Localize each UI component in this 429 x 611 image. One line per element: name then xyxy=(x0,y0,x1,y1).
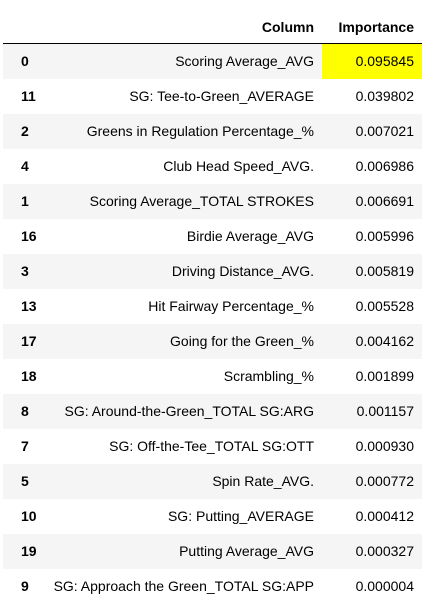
table-row: 9 SG: Approach the Green_TOTAL SG:APP 0.00… xyxy=(3,569,422,604)
feature-name-cell: Scoring Average_AVG xyxy=(175,53,314,70)
importance-header: Importance xyxy=(322,10,422,44)
importance-value-cell: 0.004162 xyxy=(355,333,414,349)
feature-name-cell: SG: Approach the Green_TOTAL SG:APP xyxy=(53,578,314,594)
row-index: 18 xyxy=(21,368,37,384)
table-row: 7 SG: Off-the-Tee_TOTAL SG:OTT 0.000930 xyxy=(3,429,422,464)
importance-value-cell: 0.000004 xyxy=(355,578,414,594)
row-index: 10 xyxy=(21,508,37,524)
importance-value-cell: 0.095845 xyxy=(322,43,422,79)
row-index: 13 xyxy=(21,298,37,314)
row-index: 2 xyxy=(21,123,29,139)
row-index: 9 xyxy=(21,578,29,594)
importance-value-cell: 0.001157 xyxy=(356,403,414,419)
importance-value-cell: 0.005996 xyxy=(355,228,414,244)
table-row: 5 Spin Rate_AVG. 0.000772 xyxy=(3,463,422,499)
table-row: 19 Putting Average_AVG 0.000327 xyxy=(3,533,422,569)
row-index: 1 xyxy=(21,193,29,209)
index-header xyxy=(3,10,48,44)
row-index: 4 xyxy=(21,158,29,174)
feature-name-cell: Scoring Average_TOTAL STROKES xyxy=(89,193,314,209)
feature-importance-table: Column Importance 0 Scoring Average_AVG 0.… xyxy=(3,10,422,604)
feature-name-cell: Greens in Regulation Percentage_% xyxy=(86,123,314,139)
row-index: 3 xyxy=(21,263,29,279)
feature-name-cell: SG: Around-the-Green_TOTAL SG:ARG xyxy=(64,403,314,419)
importance-value-cell: 0.001899 xyxy=(355,368,414,384)
row-index: 11 xyxy=(21,88,36,104)
table-row: 11 SG: Tee-to-Green_AVERAGE 0.039802 xyxy=(3,79,422,114)
feature-name-cell: Scrambling_% xyxy=(223,368,314,384)
table-row: 17 Going for the Green_% 0.004162 xyxy=(3,323,422,359)
row-index: 0 xyxy=(21,53,29,70)
column-header: Column xyxy=(48,10,322,44)
feature-name-cell: Driving Distance_AVG. xyxy=(171,263,314,279)
importance-value-cell: 0.007021 xyxy=(355,123,414,139)
row-index: 5 xyxy=(21,473,29,489)
importance-value-cell: 0.006986 xyxy=(355,158,414,174)
feature-name-cell: Putting Average_AVG xyxy=(179,543,314,559)
table-row: 13 Hit Fairway Percentage_% 0.005528 xyxy=(3,289,422,324)
row-index: 7 xyxy=(21,438,29,454)
importance-value-cell: 0.000327 xyxy=(355,543,414,559)
feature-name-cell: Going for the Green_% xyxy=(170,333,314,349)
table-row: 0 Scoring Average_AVG 0.095845 xyxy=(3,43,422,79)
importance-value-cell: 0.006691 xyxy=(355,193,414,209)
importance-value-cell: 0.000772 xyxy=(355,473,414,489)
table-row: 16 Birdie Average_AVG 0.005996 xyxy=(3,219,422,254)
importance-value-cell: 0.000930 xyxy=(355,438,414,454)
importance-value-cell: 0.039802 xyxy=(355,88,414,104)
feature-name-cell: SG: Off-the-Tee_TOTAL SG:OTT xyxy=(109,438,314,454)
importance-value-cell: 0.000412 xyxy=(355,508,414,524)
header-row: Column Importance xyxy=(3,10,422,44)
row-index: 16 xyxy=(21,228,37,244)
row-index: 19 xyxy=(21,543,37,559)
table-header: Column Importance xyxy=(3,10,422,44)
table-row: 2 Greens in Regulation Percentage_% 0.0070… xyxy=(3,113,422,149)
table-row: 10 SG: Putting_AVERAGE 0.000412 xyxy=(3,499,422,534)
feature-name-cell: Club Head Speed_AVG. xyxy=(163,158,314,174)
feature-name-cell: SG: Tee-to-Green_AVERAGE xyxy=(129,88,314,104)
table-row: 1 Scoring Average_TOTAL STROKES 0.006691 xyxy=(3,183,422,219)
row-index: 8 xyxy=(21,403,29,419)
importance-value-cell: 0.005528 xyxy=(355,298,414,314)
feature-name-cell: Birdie Average_AVG xyxy=(186,228,314,244)
feature-name-cell: Hit Fairway Percentage_% xyxy=(148,298,314,314)
row-index: 17 xyxy=(21,333,37,349)
table-row: 18 Scrambling_% 0.001899 xyxy=(3,359,422,394)
table-row: 8 SG: Around-the-Green_TOTAL SG:ARG 0.0011… xyxy=(3,393,422,429)
feature-name-cell: SG: Putting_AVERAGE xyxy=(167,508,314,524)
importance-value-cell: 0.005819 xyxy=(355,263,414,279)
table-row: 4 Club Head Speed_AVG. 0.006986 xyxy=(3,149,422,184)
table-body: 0 Scoring Average_AVG 0.095845 11 SG: Tee-to… xyxy=(3,43,422,604)
feature-name-cell: Spin Rate_AVG. xyxy=(212,473,314,489)
table-row: 3 Driving Distance_AVG. 0.005819 xyxy=(3,253,422,289)
